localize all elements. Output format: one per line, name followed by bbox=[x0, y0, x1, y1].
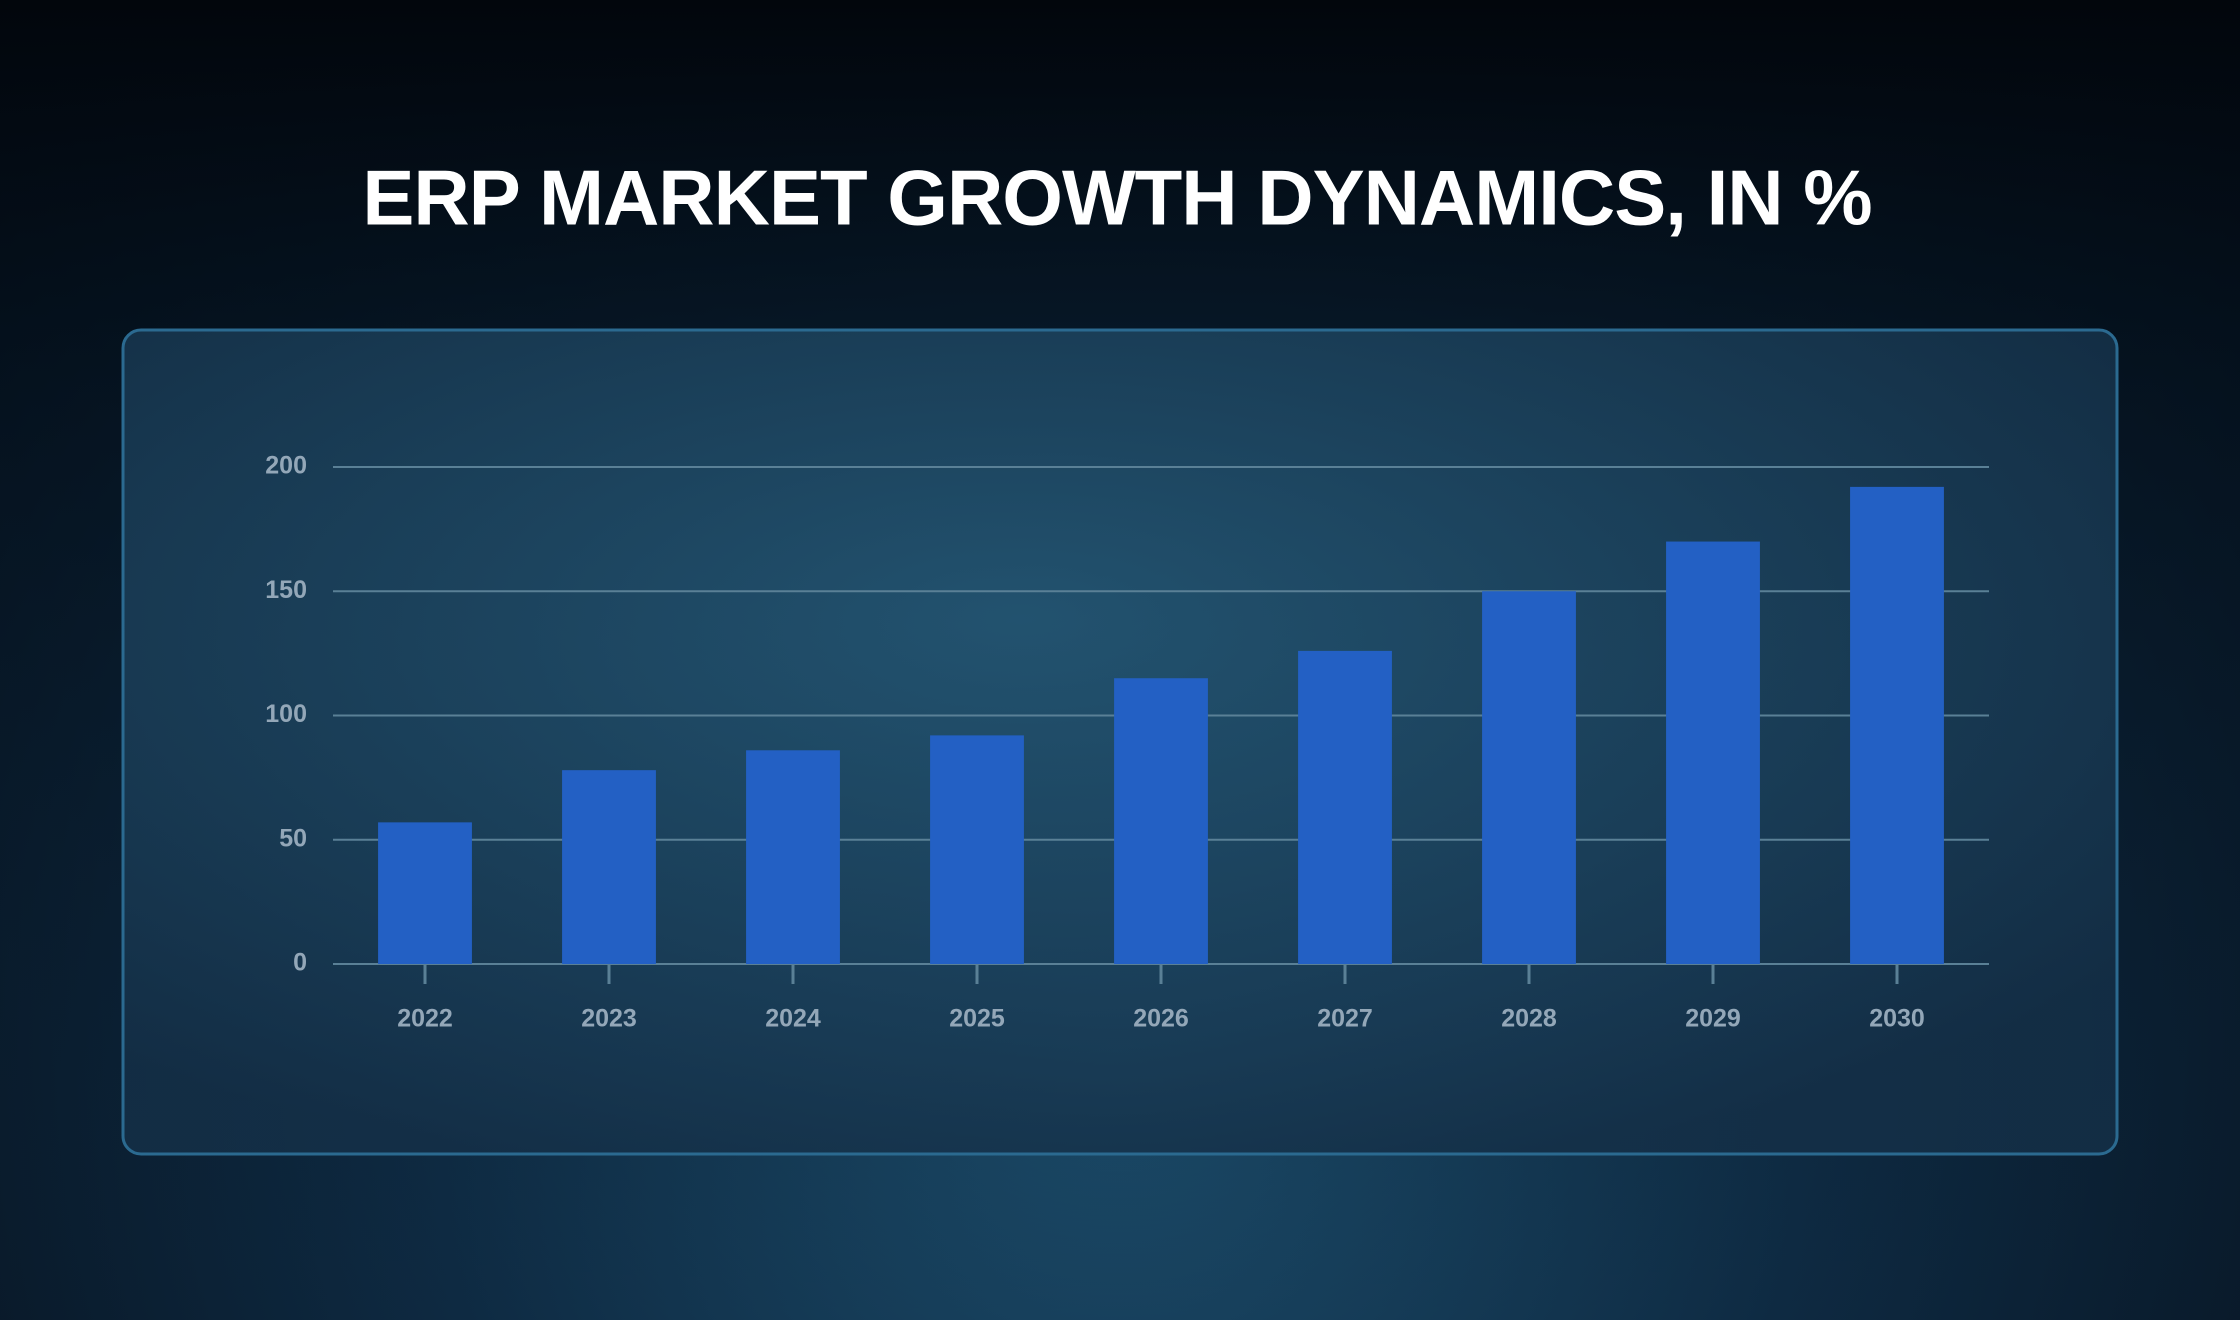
bar bbox=[378, 822, 472, 964]
x-tick-label: 2026 bbox=[1133, 1005, 1189, 1033]
bar bbox=[562, 770, 656, 964]
x-tick-label: 2023 bbox=[581, 1005, 637, 1033]
bar bbox=[1114, 678, 1208, 964]
x-tick-label: 2025 bbox=[949, 1005, 1005, 1033]
x-tick-label: 2029 bbox=[1685, 1005, 1741, 1033]
x-tick-label: 2028 bbox=[1501, 1005, 1557, 1033]
bar bbox=[1850, 486, 1944, 964]
bar bbox=[1482, 591, 1576, 964]
x-tick-label: 2024 bbox=[765, 1005, 821, 1033]
chart-title: ERP MARKET GROWTH DYNAMICS, IN % bbox=[362, 154, 1871, 242]
x-tick-label: 2030 bbox=[1869, 1005, 1925, 1033]
y-tick-label: 0 bbox=[293, 949, 307, 977]
bar bbox=[930, 735, 1024, 964]
x-tick-label: 2027 bbox=[1317, 1005, 1373, 1033]
y-tick-label: 200 bbox=[265, 452, 307, 480]
bar bbox=[1666, 541, 1760, 964]
bar bbox=[1298, 650, 1392, 964]
y-tick-label: 150 bbox=[265, 576, 307, 604]
bar bbox=[746, 750, 840, 964]
y-tick-label: 100 bbox=[265, 700, 307, 728]
x-tick-label: 2022 bbox=[397, 1005, 453, 1033]
y-tick-label: 50 bbox=[279, 824, 307, 852]
